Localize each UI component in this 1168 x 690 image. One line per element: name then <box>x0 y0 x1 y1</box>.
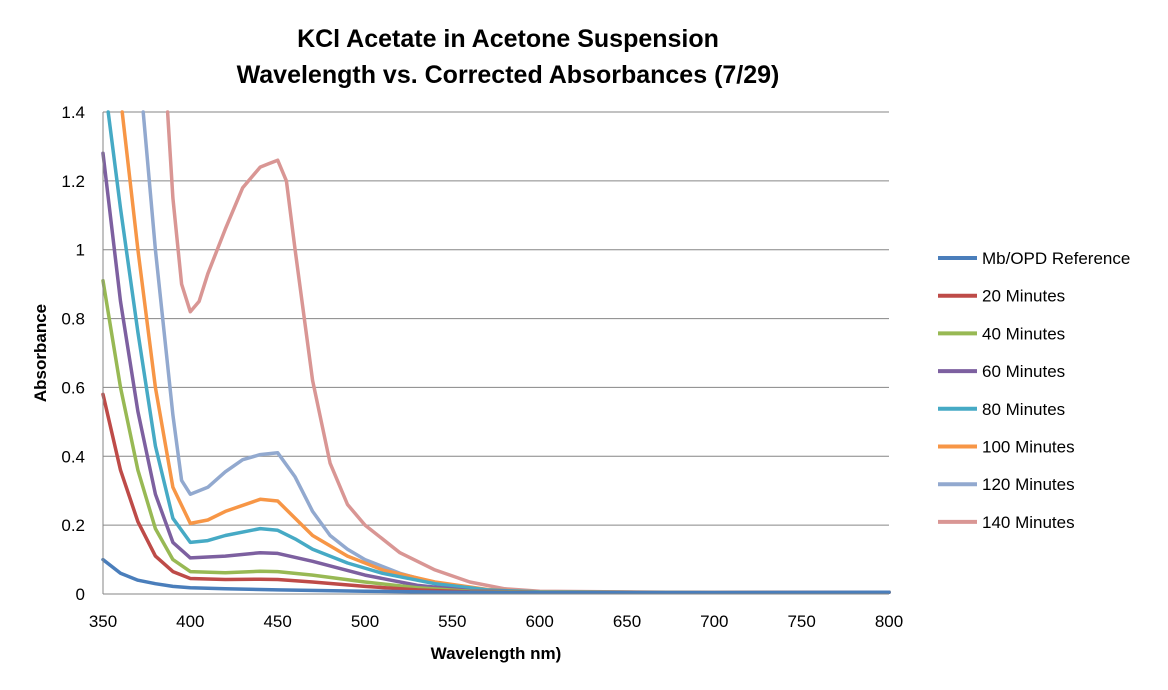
x-tick-label: 650 <box>613 612 641 631</box>
y-tick-label: 1.2 <box>61 172 85 191</box>
series-line-4 <box>106 110 891 595</box>
series-line-6 <box>141 110 891 595</box>
y-axis-label: Absorbance <box>31 304 50 402</box>
y-tick-label: 0 <box>76 585 85 604</box>
x-tick-label: 550 <box>438 612 466 631</box>
legend-label: 80 Minutes <box>982 400 1065 419</box>
y-tick-label: 0.8 <box>61 310 85 329</box>
legend-label: 100 Minutes <box>982 438 1075 457</box>
y-tick-label: 0.2 <box>61 516 85 535</box>
y-tick-label: 0.4 <box>61 447 85 466</box>
series-line-2 <box>101 278 891 595</box>
x-tick-label: 700 <box>700 612 728 631</box>
x-tick-label: 600 <box>525 612 553 631</box>
x-tick-label: 400 <box>176 612 204 631</box>
x-tick-labels: 350 400 450 500 550 600 650 700 750 800 <box>89 612 903 631</box>
x-tick-label: 350 <box>89 612 117 631</box>
y-tick-label: 0.6 <box>61 378 85 397</box>
y-tick-label: 1.4 <box>61 103 85 122</box>
y-tick-labels: 0 0.2 0.4 0.6 0.8 1 1.2 1.4 <box>61 103 85 604</box>
legend-label: 140 Minutes <box>982 513 1075 532</box>
chart-title-line-2: Wavelength vs. Corrected Absorbances (7/… <box>237 61 780 89</box>
x-axis-label: Wavelength nm) <box>431 644 562 663</box>
x-tick-label: 750 <box>787 612 815 631</box>
series-line-5 <box>120 110 891 595</box>
series-line-3 <box>101 151 891 595</box>
legend-label: 40 Minutes <box>982 324 1065 343</box>
x-tick-label: 800 <box>875 612 903 631</box>
legend-label: 120 Minutes <box>982 475 1075 494</box>
series-lines <box>101 110 891 595</box>
legend-label: 60 Minutes <box>982 362 1065 381</box>
series-line-0 <box>101 557 891 595</box>
legend-label: Mb/OPD Reference <box>982 249 1130 268</box>
legend-label: 20 Minutes <box>982 287 1065 306</box>
series-line-1 <box>101 392 891 595</box>
series-line-7 <box>165 110 891 595</box>
gridlines <box>103 111 889 526</box>
y-tick-label: 1 <box>76 241 85 260</box>
x-tick-label: 500 <box>351 612 379 631</box>
legend: Mb/OPD Reference 20 Minutes 40 Minutes 60 M… <box>938 249 1130 532</box>
chart-title-line-1: KCl Acetate in Acetone Suspension <box>297 25 719 53</box>
x-tick-label: 450 <box>263 612 291 631</box>
